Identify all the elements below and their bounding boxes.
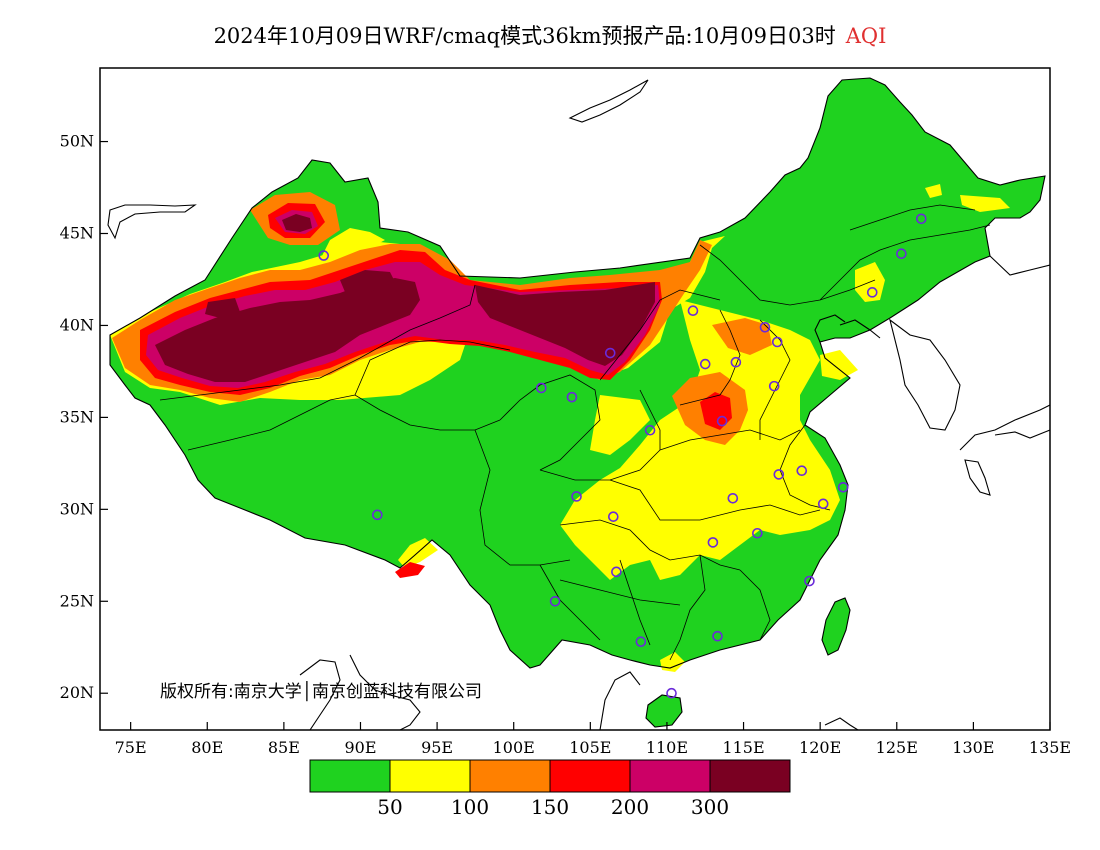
longitude-label: 100E: [493, 738, 535, 757]
maroon-areas: [155, 214, 655, 382]
latitude-label: 25N: [60, 591, 94, 610]
city-marker: [707, 537, 719, 548]
city-marker: [752, 527, 763, 539]
city-marker: [896, 248, 907, 260]
province-borders: [159, 204, 991, 661]
city-markers: [318, 213, 927, 699]
city-marker: [915, 213, 927, 225]
title-variable: AQI: [845, 24, 887, 48]
city-marker: [730, 356, 742, 368]
legend-swatch: [629, 759, 711, 793]
city-marker: [716, 415, 728, 427]
longitude-label: 105E: [569, 738, 611, 757]
city-marker: [804, 575, 815, 587]
city-marker: [644, 424, 656, 436]
legend-swatch: [389, 759, 471, 793]
latitude-label: 50N: [60, 132, 94, 151]
city-marker: [817, 498, 829, 510]
city-marker: [608, 511, 619, 522]
city-marker: [759, 321, 771, 333]
city-marker: [687, 305, 699, 317]
country-borders: [107, 77, 1050, 730]
longitude-label: 135E: [1029, 738, 1071, 757]
legend-label: 150: [531, 795, 569, 819]
longitude-label: 90E: [344, 738, 376, 757]
legend-label: 300: [691, 795, 729, 819]
city-marker: [571, 491, 582, 502]
latitude-label: 30N: [60, 499, 94, 518]
title-main: 2024年10月09日WRF/cmaq模式36km预报产品:10月09日03时: [213, 24, 836, 48]
color-legend: 50 100 150 200 300: [309, 759, 791, 819]
longitude-label: 120E: [799, 738, 841, 757]
city-marker: [837, 481, 849, 493]
longitude-label: 80E: [191, 738, 223, 757]
city-marker: [318, 250, 330, 261]
hainan-green: [646, 695, 682, 727]
longitude-axis: 75E 80E 85E 90E 95E 100E 105E 110E 115E 120E 125E 1…: [115, 722, 1071, 757]
legend-swatch: [309, 759, 391, 793]
legend-swatch: [549, 759, 631, 793]
city-marker: [611, 566, 622, 578]
city-marker: [773, 469, 785, 480]
city-marker: [549, 595, 561, 607]
longitude-label: 85E: [268, 738, 300, 757]
map-title: 2024年10月09日WRF/cmaq模式36km预报产品:10月09日03时 A…: [0, 20, 1100, 50]
city-marker: [372, 509, 383, 521]
latitude-label: 40N: [60, 315, 94, 334]
legend-label: 200: [611, 795, 649, 819]
city-marker: [712, 630, 723, 642]
legend-label: 100: [451, 795, 489, 819]
city-marker: [768, 380, 780, 392]
latitude-label: 35N: [60, 407, 94, 426]
legend-swatch: [469, 759, 551, 793]
longitude-label: 115E: [722, 738, 764, 757]
city-marker: [604, 347, 616, 359]
city-marker: [771, 336, 783, 348]
copyright-text: 版权所有:南京大学│南京创蓝科技有限公司: [160, 681, 482, 702]
map-frame: [99, 67, 1051, 731]
longitude-label: 125E: [876, 738, 918, 757]
city-marker: [666, 687, 677, 699]
city-marker: [727, 492, 739, 504]
city-marker: [566, 391, 578, 403]
latitude-label: 45N: [60, 224, 94, 243]
longitude-label: 75E: [115, 738, 147, 757]
latitude-axis: 50N 45N 40N 35N 30N 25N 20N: [60, 132, 108, 702]
longitude-label: 130E: [952, 738, 994, 757]
legend-swatch: [709, 759, 791, 793]
city-marker: [866, 287, 878, 298]
city-marker: [699, 358, 711, 370]
city-marker: [635, 636, 647, 648]
longitude-label: 110E: [646, 738, 688, 757]
map-field: [107, 77, 1050, 730]
taiwan-green: [822, 598, 850, 655]
latitude-label: 20N: [60, 683, 94, 702]
longitude-label: 95E: [421, 738, 453, 757]
city-marker: [535, 382, 547, 394]
city-marker: [796, 465, 808, 477]
legend-label: 50: [377, 795, 402, 819]
